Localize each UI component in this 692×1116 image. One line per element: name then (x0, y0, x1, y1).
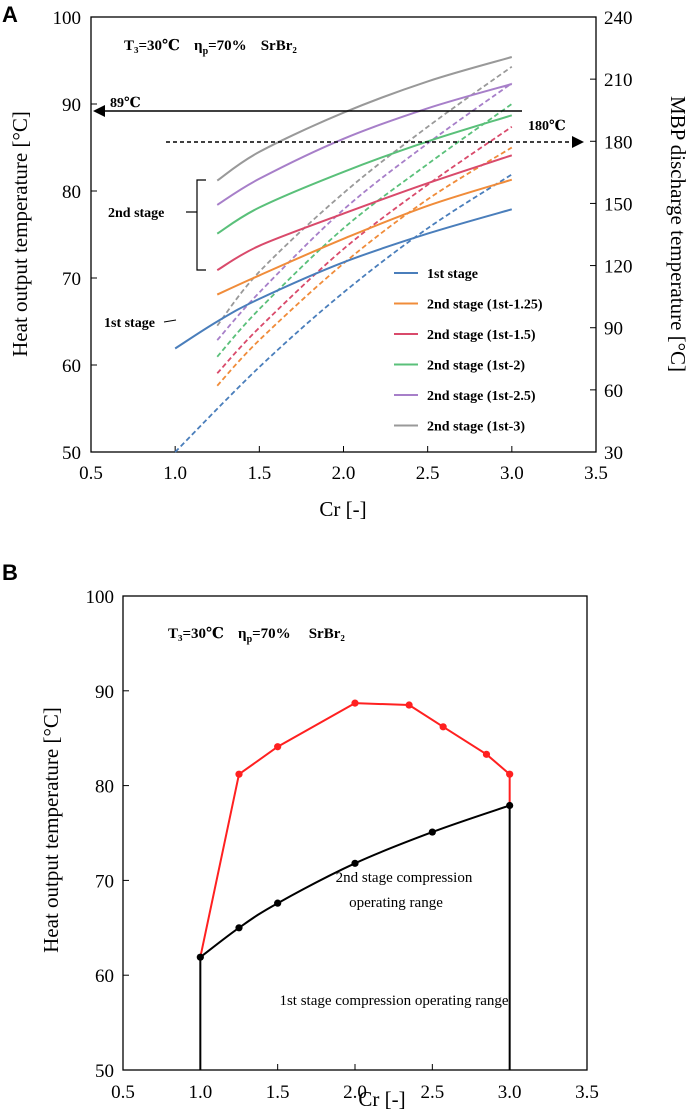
region-label-2nd-line1: 2nd stage compression (336, 870, 473, 886)
x-tick-label: 0.5 (79, 463, 103, 484)
data-point-1st-stage (506, 801, 514, 810)
label-180: 180℃ (528, 119, 566, 134)
chart-b: 0.5 1.0 1.5 2.0 2.5 3.0 3.5 50 60 70 80 90 100 T₃=30… (39, 587, 599, 1111)
y2-tick-label: 240 (604, 8, 633, 29)
x-axis-label: Cr [-] (319, 497, 366, 521)
series-solid-line (216, 114, 513, 235)
x-tick-label: 1.0 (188, 1082, 212, 1103)
legend: 1st stage 2nd stage (1st-1.25) 2nd stage (… (394, 267, 543, 435)
legend-entry: 2nd stage (1st-2.5) (427, 389, 536, 404)
series-solid-line (216, 178, 513, 296)
y-tick-label: 60 (62, 356, 81, 377)
y2-tick-label: 180 (604, 132, 633, 153)
y2-tick-label: 60 (604, 381, 623, 402)
series-dashed-line (216, 103, 513, 358)
x-axis-label: Cr [-] (358, 1087, 405, 1111)
arrow-180-head (572, 136, 584, 148)
data-point-2nd-stage (274, 743, 282, 751)
series-dashed-line (216, 126, 513, 374)
y-tick-label: 80 (62, 182, 81, 203)
y2-tick-label: 30 (604, 443, 623, 464)
x-tick-label: 1.0 (163, 463, 187, 484)
data-point-1st-stage (274, 899, 282, 907)
y-tick-label: 50 (95, 1061, 114, 1082)
legend-entry: 2nd stage (1st-1.25) (427, 298, 543, 313)
x-tick-label: 3.5 (575, 1082, 599, 1103)
series-dashed-line (216, 82, 513, 341)
y-tick-label: 100 (53, 8, 82, 29)
series-line-2nd-stage (199, 702, 511, 958)
y-tick-label: 90 (95, 682, 114, 703)
x-tick-label: 3.0 (498, 1082, 522, 1103)
x-tick-label: 3.5 (584, 463, 608, 484)
y-tick-label: 90 (62, 95, 81, 116)
series-dashed-line (174, 173, 513, 453)
y-tick-label: 100 (86, 587, 115, 608)
y2-axis-label: MBP discharge temperature [°C] (666, 96, 690, 372)
series-dashed-line (216, 65, 513, 327)
data-point-2nd-stage (235, 770, 243, 778)
series-dashed-line (216, 146, 513, 387)
data-point-2nd-stage (482, 750, 491, 758)
series-solid-line (216, 56, 513, 182)
data-point-2nd-stage (506, 770, 514, 778)
data-point-2nd-stage (439, 723, 447, 731)
chart-header: T₃=30℃ ηp=70% SrBr₂ (124, 38, 297, 57)
series-solid-line (216, 83, 513, 206)
y-tick-label: 80 (95, 777, 114, 798)
data-point-2nd-stage (351, 699, 359, 707)
x-tick-label: 0.5 (111, 1082, 135, 1103)
bracket-2nd-stage (196, 179, 206, 271)
x-tick-label: 2.5 (416, 463, 440, 484)
y-tick-label: 50 (62, 443, 81, 464)
label-89: 89℃ (110, 96, 141, 111)
region-label-1st: 1st stage compression operating range (279, 993, 508, 1009)
chart-header: T₃=30℃ ηp=70% SrBr₂ (168, 626, 345, 645)
plot-frame (90, 16, 597, 453)
x-tick-label: 2.0 (332, 463, 356, 484)
data-point-1st-stage (235, 924, 243, 932)
y-tick-label: 60 (95, 966, 114, 987)
data-point-1st-stage (196, 953, 204, 961)
region-label-2nd-line2: operating range (349, 895, 443, 911)
x-tick-label: 2.0 (343, 1082, 367, 1103)
y-tick-label: 70 (95, 871, 114, 892)
label-1st-stage: 1st stage (104, 316, 155, 331)
y2-tick-label: 90 (604, 319, 623, 340)
panel-letter-b: B (2, 560, 18, 585)
x-tick-label: 3.0 (500, 463, 524, 484)
y-axis-label: Heat output temperature [°C] (39, 707, 63, 953)
legend-entry: 2nd stage (1st-3) (427, 420, 525, 435)
y-axis-label: Heat output temperature [°C] (8, 111, 32, 357)
label-2nd-stage: 2nd stage (108, 206, 164, 221)
data-point-1st-stage (351, 859, 359, 867)
label-1st-stage-leader (163, 319, 177, 323)
legend-entry: 2nd stage (1st-2) (427, 359, 525, 374)
arrow-89-head (93, 105, 105, 117)
chart-a: 0.5 1.0 1.5 2.0 2.5 3.0 3.5 50 60 70 80 90 100 30 60 90… (8, 8, 690, 521)
data-point-1st-stage (428, 828, 436, 836)
series-solid-line (174, 208, 513, 350)
x-tick-label: 1.5 (266, 1082, 290, 1103)
y2-tick-label: 120 (604, 257, 633, 278)
legend-entry: 1st stage (427, 267, 478, 282)
x-tick-label: 1.5 (247, 463, 271, 484)
y2-tick-label: 150 (604, 194, 633, 215)
y2-tick-label: 210 (604, 70, 633, 91)
legend-entry: 2nd stage (1st-1.5) (427, 328, 536, 343)
y-tick-label: 70 (62, 269, 81, 290)
panel-letter-a: A (2, 2, 18, 27)
series-solid-line (216, 154, 513, 272)
x-tick-label: 2.5 (420, 1082, 444, 1103)
data-point-2nd-stage (405, 701, 413, 709)
